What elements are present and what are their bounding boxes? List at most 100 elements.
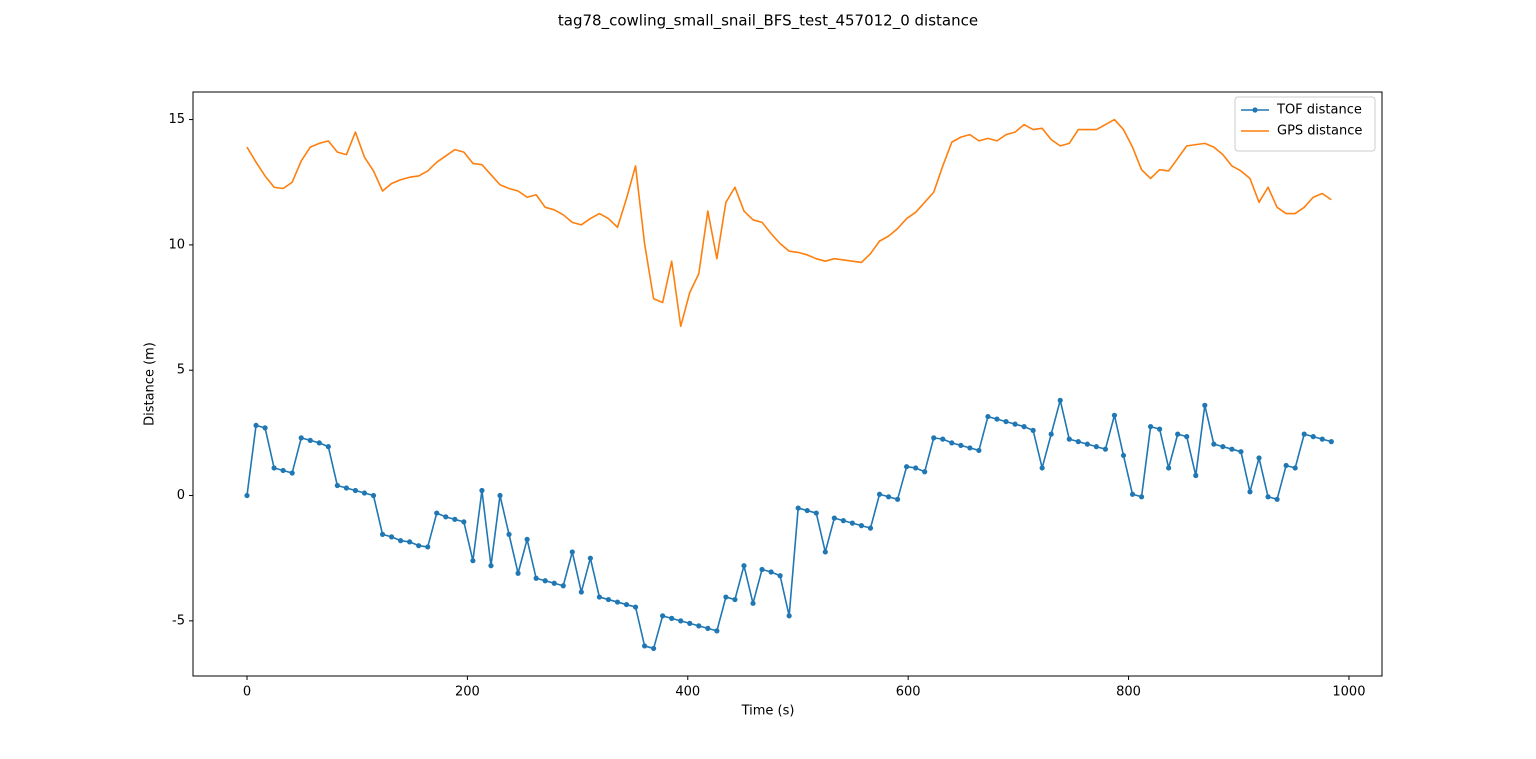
- point: [407, 539, 413, 545]
- point: [651, 645, 657, 652]
- point: [307, 437, 313, 443]
- point: [660, 613, 666, 619]
- point: [425, 544, 431, 550]
- point: [253, 422, 259, 428]
- point: [696, 623, 702, 629]
- point: [343, 485, 349, 491]
- x-tick-label: 800: [1116, 685, 1141, 700]
- point: [398, 538, 404, 544]
- point: [596, 594, 602, 600]
- y-tick-label: -5: [172, 613, 185, 628]
- point: [795, 505, 801, 511]
- point: [280, 467, 286, 474]
- point: [931, 435, 937, 441]
- point: [587, 555, 593, 561]
- point: [1310, 434, 1316, 440]
- point: [1175, 431, 1181, 437]
- point: [452, 516, 458, 522]
- point: [994, 416, 1000, 422]
- point: [379, 531, 386, 537]
- x-tick-label: 1000: [1332, 685, 1365, 700]
- point: [1003, 418, 1009, 425]
- point: [732, 596, 738, 603]
- point: [976, 447, 982, 454]
- point: [470, 558, 476, 564]
- point: [1012, 421, 1018, 427]
- point: [461, 519, 467, 525]
- point: [1229, 446, 1235, 452]
- x-axis-label: Time (s): [741, 704, 795, 719]
- point: [1328, 439, 1334, 445]
- point: [361, 490, 368, 496]
- point: [434, 510, 440, 516]
- y-tick-label: 0: [177, 488, 185, 503]
- point: [560, 583, 566, 589]
- point: [940, 436, 946, 442]
- legend-label: TOF distance: [1276, 103, 1362, 118]
- point: [488, 563, 494, 569]
- point: [388, 534, 395, 540]
- point: [813, 510, 819, 516]
- chart-title: tag78_cowling_small_snail_BFS_test_45701…: [558, 12, 978, 31]
- point: [1220, 444, 1226, 450]
- point: [298, 435, 304, 441]
- point: [858, 523, 865, 529]
- point: [623, 601, 630, 608]
- point: [1211, 441, 1217, 447]
- point: [1184, 434, 1190, 440]
- point: [506, 531, 512, 537]
- point: [352, 487, 359, 494]
- point: [271, 465, 277, 471]
- point: [1283, 462, 1289, 469]
- point: [1093, 444, 1099, 450]
- line-series: [246, 118, 1332, 328]
- legend-marker: [1252, 107, 1258, 113]
- point: [831, 515, 837, 521]
- point: [569, 549, 575, 555]
- y-axis-label: Distance (m): [143, 342, 158, 426]
- point: [325, 444, 331, 450]
- point: [1319, 436, 1325, 442]
- point: [885, 494, 892, 500]
- point: [605, 596, 612, 603]
- point: [678, 618, 684, 624]
- point: [316, 440, 322, 446]
- point: [849, 520, 856, 526]
- point: [542, 578, 548, 584]
- point: [416, 543, 422, 549]
- point: [669, 615, 675, 621]
- x-tick-label: 0: [243, 685, 251, 700]
- point: [714, 628, 720, 634]
- point: [443, 514, 449, 520]
- point: [949, 440, 955, 446]
- point: [840, 518, 846, 524]
- point: [262, 425, 268, 431]
- point: [1084, 441, 1090, 447]
- point: [1256, 455, 1262, 461]
- plot-frame: [192, 91, 1383, 677]
- point: [1292, 465, 1298, 471]
- point: [244, 492, 250, 499]
- point: [867, 525, 874, 531]
- point: [1265, 494, 1271, 500]
- point: [1274, 496, 1280, 502]
- x-tick-label: 600: [896, 685, 921, 700]
- point: [759, 566, 765, 573]
- x-tick-label: 200: [455, 685, 480, 700]
- point: [1147, 424, 1154, 430]
- point: [551, 580, 557, 586]
- point: [985, 413, 991, 420]
- point: [687, 620, 693, 626]
- point: [533, 575, 539, 581]
- point: [768, 569, 774, 575]
- point: [786, 613, 792, 619]
- point: [705, 625, 711, 631]
- point: [515, 570, 521, 576]
- point: [578, 589, 584, 595]
- point: [1202, 402, 1208, 408]
- point: [822, 549, 828, 555]
- legend-label: GPS distance: [1277, 124, 1362, 139]
- point: [1039, 465, 1045, 471]
